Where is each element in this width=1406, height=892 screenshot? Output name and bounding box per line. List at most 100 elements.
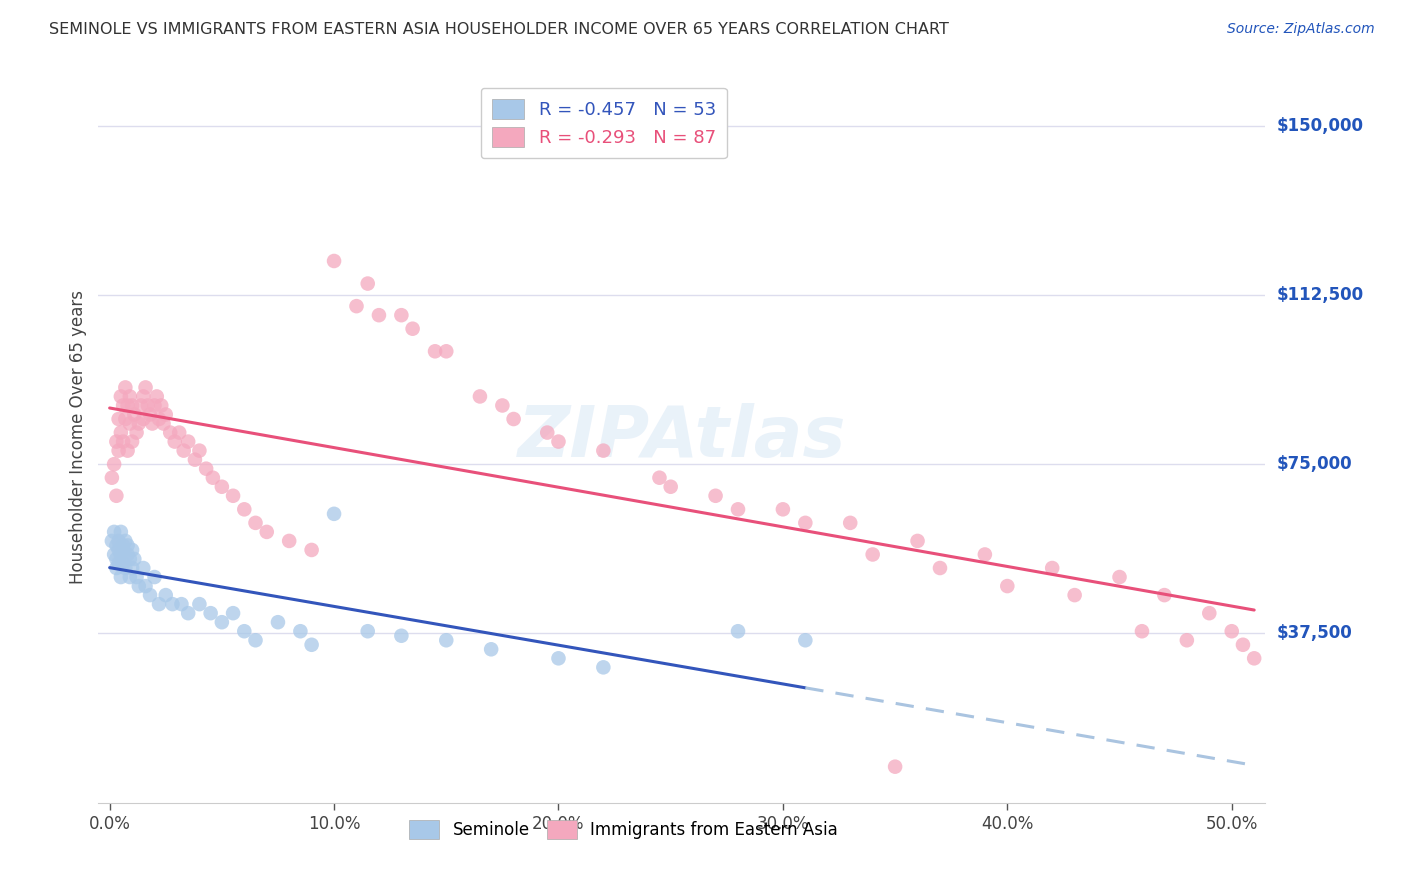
- Point: [163, 434, 186, 449]
- Point: [101, 533, 124, 548]
- Point: [141, 417, 163, 431]
- Point: [107, 557, 129, 571]
- Point: [536, 425, 558, 440]
- Point: [110, 524, 132, 539]
- Point: [112, 399, 135, 413]
- Point: [105, 434, 128, 449]
- Point: [124, 552, 146, 566]
- Point: [502, 412, 524, 426]
- Point: [1232, 638, 1254, 652]
- Y-axis label: Householder Income Over 65 years: Householder Income Over 65 years: [69, 290, 87, 584]
- Point: [907, 533, 929, 548]
- Point: [112, 557, 135, 571]
- Point: [195, 461, 218, 475]
- Point: [129, 399, 152, 413]
- Point: [211, 615, 233, 630]
- Point: [139, 408, 162, 422]
- Point: [103, 457, 125, 471]
- Point: [245, 516, 267, 530]
- Point: [794, 633, 817, 648]
- Point: [592, 443, 614, 458]
- Point: [177, 606, 200, 620]
- Point: [1040, 561, 1063, 575]
- Point: [143, 399, 166, 413]
- Point: [114, 380, 136, 394]
- Point: [143, 570, 166, 584]
- Point: [368, 308, 391, 322]
- Point: [839, 516, 862, 530]
- Point: [132, 389, 155, 403]
- Point: [117, 399, 139, 413]
- Legend: Seminole, Immigrants from Eastern Asia: Seminole, Immigrants from Eastern Asia: [399, 810, 848, 849]
- Point: [124, 408, 146, 422]
- Text: $37,500: $37,500: [1277, 624, 1353, 642]
- Point: [128, 417, 150, 431]
- Point: [929, 561, 952, 575]
- Point: [188, 597, 211, 611]
- Point: [121, 399, 143, 413]
- Text: Source: ZipAtlas.com: Source: ZipAtlas.com: [1227, 22, 1375, 37]
- Point: [479, 642, 502, 657]
- Point: [152, 417, 174, 431]
- Point: [177, 434, 200, 449]
- Point: [159, 425, 181, 440]
- Point: [592, 660, 614, 674]
- Point: [434, 633, 457, 648]
- Point: [357, 624, 380, 639]
- Point: [146, 389, 169, 403]
- Point: [170, 597, 193, 611]
- Point: [222, 606, 245, 620]
- Point: [973, 548, 995, 562]
- Point: [1108, 570, 1130, 584]
- Point: [110, 389, 132, 403]
- Point: [222, 489, 245, 503]
- Point: [278, 533, 301, 548]
- Point: [105, 552, 128, 566]
- Point: [117, 548, 139, 562]
- Point: [155, 408, 177, 422]
- Point: [118, 570, 141, 584]
- Point: [105, 561, 128, 575]
- Point: [547, 434, 569, 449]
- Point: [862, 548, 884, 562]
- Point: [118, 389, 141, 403]
- Point: [389, 308, 412, 322]
- Point: [301, 638, 323, 652]
- Point: [103, 524, 125, 539]
- Point: [727, 624, 749, 639]
- Point: [110, 570, 132, 584]
- Point: [132, 561, 155, 575]
- Point: [1130, 624, 1153, 639]
- Point: [114, 533, 136, 548]
- Point: [107, 543, 129, 558]
- Text: ZIPAtlas: ZIPAtlas: [517, 402, 846, 472]
- Point: [884, 760, 907, 774]
- Point: [135, 579, 157, 593]
- Point: [121, 434, 143, 449]
- Point: [233, 502, 256, 516]
- Point: [648, 471, 671, 485]
- Point: [105, 489, 128, 503]
- Point: [121, 543, 143, 558]
- Point: [323, 254, 346, 268]
- Point: [162, 597, 184, 611]
- Point: [491, 399, 513, 413]
- Point: [112, 538, 135, 552]
- Point: [136, 399, 159, 413]
- Point: [184, 452, 207, 467]
- Point: [211, 480, 233, 494]
- Point: [132, 412, 155, 426]
- Point: [233, 624, 256, 639]
- Point: [117, 443, 139, 458]
- Point: [101, 471, 124, 485]
- Point: [155, 588, 177, 602]
- Point: [200, 606, 222, 620]
- Point: [1153, 588, 1175, 602]
- Point: [112, 543, 135, 558]
- Point: [114, 561, 136, 575]
- Text: $150,000: $150,000: [1277, 117, 1364, 135]
- Point: [346, 299, 368, 313]
- Point: [423, 344, 446, 359]
- Point: [659, 480, 682, 494]
- Point: [267, 615, 290, 630]
